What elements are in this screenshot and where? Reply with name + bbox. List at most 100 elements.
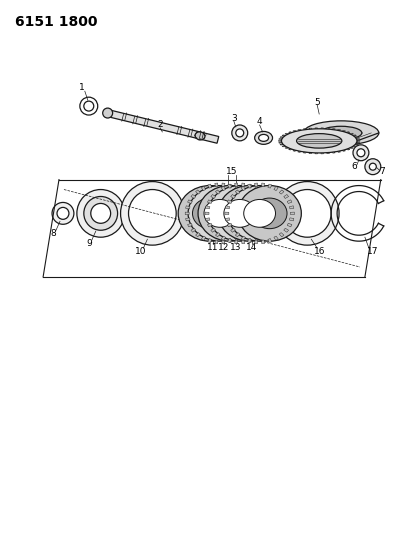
- Polygon shape: [293, 150, 297, 151]
- Polygon shape: [235, 240, 238, 244]
- Ellipse shape: [195, 132, 205, 140]
- Circle shape: [129, 190, 176, 237]
- Polygon shape: [279, 232, 284, 237]
- Ellipse shape: [228, 185, 291, 241]
- Polygon shape: [332, 128, 335, 130]
- Polygon shape: [284, 228, 288, 232]
- Polygon shape: [239, 232, 244, 237]
- Polygon shape: [227, 223, 232, 227]
- Polygon shape: [248, 184, 251, 188]
- Text: 1: 1: [79, 83, 85, 92]
- Polygon shape: [293, 131, 297, 132]
- Polygon shape: [303, 128, 307, 130]
- Polygon shape: [231, 228, 235, 232]
- Polygon shape: [349, 133, 353, 134]
- Polygon shape: [290, 212, 294, 215]
- Polygon shape: [280, 144, 284, 145]
- Ellipse shape: [232, 198, 267, 229]
- Polygon shape: [242, 240, 245, 244]
- Polygon shape: [282, 135, 286, 136]
- Polygon shape: [208, 184, 212, 188]
- Polygon shape: [309, 128, 312, 130]
- Polygon shape: [221, 187, 226, 191]
- Ellipse shape: [238, 185, 302, 241]
- Polygon shape: [228, 239, 231, 243]
- Polygon shape: [251, 212, 255, 215]
- Polygon shape: [341, 150, 346, 151]
- Polygon shape: [309, 152, 312, 154]
- Ellipse shape: [208, 185, 272, 241]
- Polygon shape: [228, 184, 231, 188]
- Polygon shape: [242, 183, 245, 187]
- Polygon shape: [287, 223, 292, 227]
- Polygon shape: [211, 195, 215, 198]
- Ellipse shape: [297, 134, 342, 148]
- Circle shape: [369, 163, 376, 170]
- Polygon shape: [337, 151, 341, 152]
- Circle shape: [232, 125, 248, 141]
- Polygon shape: [288, 149, 293, 150]
- Polygon shape: [346, 132, 350, 133]
- Polygon shape: [264, 195, 269, 198]
- Polygon shape: [254, 236, 258, 240]
- Ellipse shape: [198, 185, 262, 241]
- Polygon shape: [234, 236, 239, 240]
- Polygon shape: [289, 206, 294, 209]
- Polygon shape: [228, 239, 232, 243]
- Polygon shape: [235, 232, 240, 237]
- Polygon shape: [303, 152, 307, 153]
- Polygon shape: [274, 236, 278, 240]
- Text: 12: 12: [218, 243, 230, 252]
- Polygon shape: [279, 139, 283, 140]
- Polygon shape: [355, 142, 359, 143]
- Polygon shape: [280, 136, 284, 138]
- Polygon shape: [107, 110, 219, 143]
- Polygon shape: [227, 200, 232, 204]
- Ellipse shape: [193, 198, 227, 229]
- Circle shape: [77, 190, 124, 237]
- Text: 4: 4: [257, 117, 262, 126]
- Polygon shape: [352, 146, 357, 147]
- Polygon shape: [268, 184, 272, 188]
- Polygon shape: [254, 187, 258, 191]
- Polygon shape: [206, 206, 210, 209]
- Text: 10: 10: [135, 247, 146, 256]
- Text: 17: 17: [367, 247, 379, 256]
- Polygon shape: [255, 240, 258, 244]
- Polygon shape: [225, 212, 229, 215]
- Polygon shape: [285, 133, 290, 134]
- Text: 14: 14: [246, 243, 257, 252]
- Ellipse shape: [244, 199, 275, 227]
- Ellipse shape: [212, 198, 247, 229]
- Polygon shape: [298, 151, 302, 152]
- Ellipse shape: [178, 185, 242, 241]
- Polygon shape: [279, 190, 284, 194]
- Circle shape: [103, 108, 113, 118]
- Polygon shape: [225, 206, 230, 209]
- Polygon shape: [205, 212, 209, 215]
- Circle shape: [365, 159, 381, 175]
- Polygon shape: [215, 232, 220, 237]
- Polygon shape: [270, 206, 274, 209]
- Circle shape: [275, 182, 339, 245]
- Polygon shape: [268, 239, 272, 243]
- Polygon shape: [352, 135, 357, 136]
- Polygon shape: [228, 184, 232, 188]
- Polygon shape: [191, 228, 196, 232]
- Text: 6: 6: [351, 162, 357, 171]
- Polygon shape: [315, 128, 317, 129]
- Circle shape: [84, 197, 118, 230]
- Polygon shape: [195, 232, 200, 237]
- Polygon shape: [215, 240, 218, 244]
- Polygon shape: [186, 206, 190, 209]
- Ellipse shape: [255, 132, 273, 144]
- Polygon shape: [207, 223, 212, 227]
- Polygon shape: [262, 240, 265, 244]
- Polygon shape: [321, 128, 324, 129]
- Circle shape: [121, 182, 184, 245]
- Text: 9: 9: [86, 239, 92, 248]
- Polygon shape: [285, 147, 290, 149]
- Polygon shape: [264, 228, 269, 232]
- Polygon shape: [287, 200, 292, 204]
- Polygon shape: [332, 152, 335, 153]
